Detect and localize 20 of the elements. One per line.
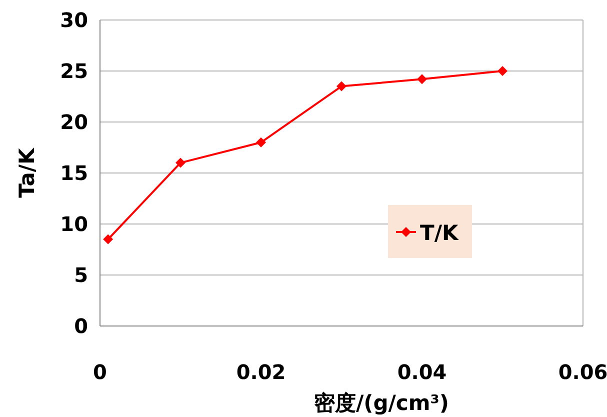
point (336, 81, 346, 92)
point (498, 66, 508, 76)
y-tick-label: 25 (60, 59, 88, 83)
x-tick-label: 0.02 (236, 360, 286, 384)
y-tick-label: 30 (60, 8, 88, 32)
point (103, 234, 114, 244)
point (256, 137, 266, 148)
y-tick-label: 20 (60, 110, 88, 134)
x-axis-title: 密度/(g/cm³) (314, 391, 450, 415)
y-axis-title: Ta/K (15, 147, 39, 198)
legend-label: T/K (420, 221, 459, 245)
y-tick-label: 10 (60, 212, 88, 236)
x-tick-label: 0 (93, 360, 107, 384)
point (417, 74, 427, 84)
x-tick-label: 0.06 (558, 360, 607, 384)
point (176, 158, 186, 168)
y-tick-label: 5 (74, 263, 88, 287)
y-tick-label: 0 (74, 314, 88, 338)
y-tick-label: 15 (60, 161, 88, 185)
x-tick-label: 0.04 (397, 360, 447, 384)
